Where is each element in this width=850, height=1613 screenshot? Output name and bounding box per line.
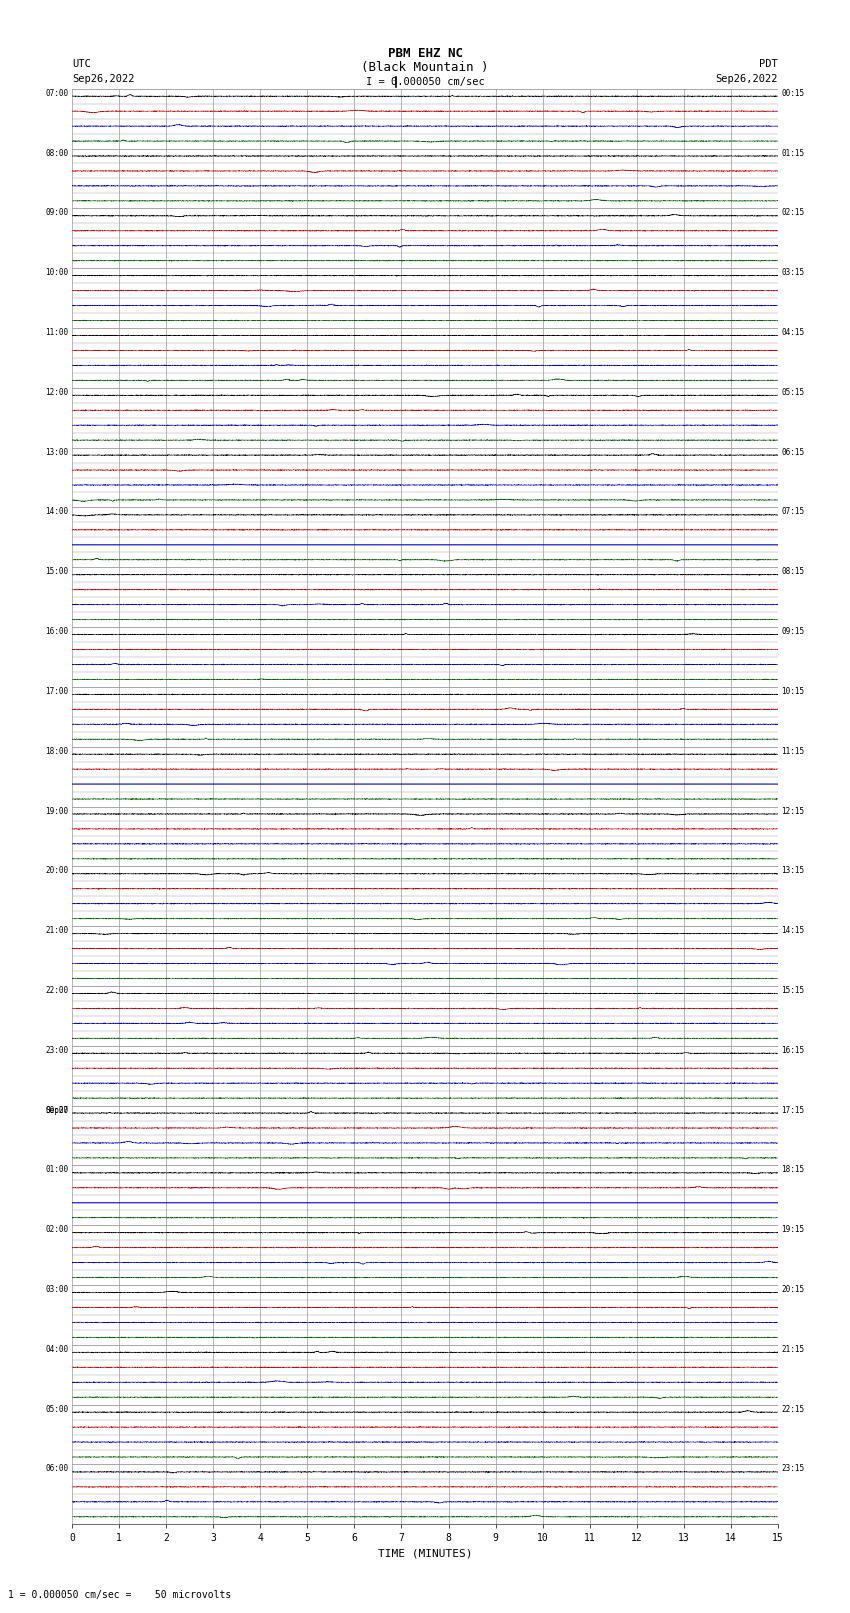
- Text: 06:00: 06:00: [46, 1465, 69, 1473]
- Text: Sep26,2022: Sep26,2022: [72, 74, 135, 84]
- Text: 05:00: 05:00: [46, 1405, 69, 1413]
- Text: 08:00: 08:00: [46, 148, 69, 158]
- Text: 12:00: 12:00: [46, 387, 69, 397]
- Text: 00:00: 00:00: [46, 1105, 69, 1115]
- Text: 11:00: 11:00: [46, 327, 69, 337]
- Text: 1 = 0.000050 cm/sec =    50 microvolts: 1 = 0.000050 cm/sec = 50 microvolts: [8, 1590, 232, 1600]
- Text: 18:00: 18:00: [46, 747, 69, 755]
- Text: 19:15: 19:15: [781, 1226, 804, 1234]
- Text: 08:15: 08:15: [781, 568, 804, 576]
- Text: Sep26,2022: Sep26,2022: [715, 74, 778, 84]
- Text: 02:00: 02:00: [46, 1226, 69, 1234]
- Text: 22:15: 22:15: [781, 1405, 804, 1413]
- Text: PDT: PDT: [759, 60, 778, 69]
- X-axis label: TIME (MINUTES): TIME (MINUTES): [377, 1548, 473, 1558]
- Text: 09:00: 09:00: [46, 208, 69, 218]
- Text: 02:15: 02:15: [781, 208, 804, 218]
- Text: 22:00: 22:00: [46, 986, 69, 995]
- Text: 18:15: 18:15: [781, 1165, 804, 1174]
- Text: Sep27: Sep27: [46, 1105, 69, 1115]
- Text: 09:15: 09:15: [781, 627, 804, 636]
- Text: 17:15: 17:15: [781, 1105, 804, 1115]
- Text: 16:00: 16:00: [46, 627, 69, 636]
- Text: 10:15: 10:15: [781, 687, 804, 695]
- Text: 14:15: 14:15: [781, 926, 804, 936]
- Text: 15:00: 15:00: [46, 568, 69, 576]
- Text: 01:00: 01:00: [46, 1165, 69, 1174]
- Text: 07:00: 07:00: [46, 89, 69, 98]
- Text: 19:00: 19:00: [46, 806, 69, 816]
- Text: 23:15: 23:15: [781, 1465, 804, 1473]
- Text: 04:00: 04:00: [46, 1345, 69, 1353]
- Text: 00:15: 00:15: [781, 89, 804, 98]
- Text: 10:00: 10:00: [46, 268, 69, 277]
- Text: 16:15: 16:15: [781, 1045, 804, 1055]
- Text: 12:15: 12:15: [781, 806, 804, 816]
- Text: 14:00: 14:00: [46, 508, 69, 516]
- Text: 20:15: 20:15: [781, 1286, 804, 1294]
- Text: 23:00: 23:00: [46, 1045, 69, 1055]
- Text: 13:00: 13:00: [46, 448, 69, 456]
- Text: UTC: UTC: [72, 60, 91, 69]
- Text: 03:00: 03:00: [46, 1286, 69, 1294]
- Text: 15:15: 15:15: [781, 986, 804, 995]
- Text: 20:00: 20:00: [46, 866, 69, 876]
- Text: 04:15: 04:15: [781, 327, 804, 337]
- Text: 05:15: 05:15: [781, 387, 804, 397]
- Text: (Black Mountain ): (Black Mountain ): [361, 61, 489, 74]
- Text: 21:15: 21:15: [781, 1345, 804, 1353]
- Text: 07:15: 07:15: [781, 508, 804, 516]
- Text: 01:15: 01:15: [781, 148, 804, 158]
- Text: 06:15: 06:15: [781, 448, 804, 456]
- Text: PBM EHZ NC: PBM EHZ NC: [388, 47, 462, 60]
- Text: I = 0.000050 cm/sec: I = 0.000050 cm/sec: [366, 77, 484, 87]
- Text: 11:15: 11:15: [781, 747, 804, 755]
- Text: 03:15: 03:15: [781, 268, 804, 277]
- Text: 17:00: 17:00: [46, 687, 69, 695]
- Text: 21:00: 21:00: [46, 926, 69, 936]
- Text: 13:15: 13:15: [781, 866, 804, 876]
